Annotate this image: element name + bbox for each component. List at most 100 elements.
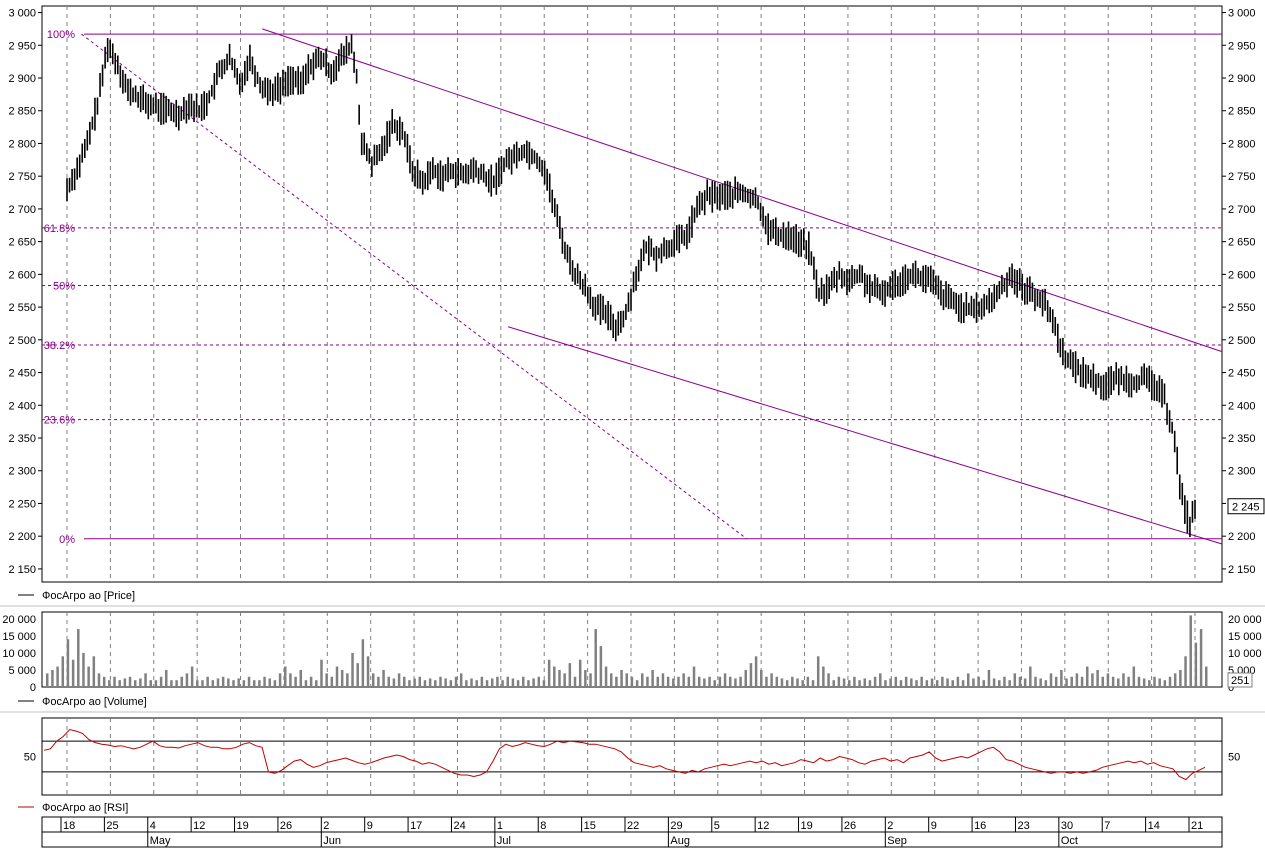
volume-bar [703, 678, 706, 687]
price-tick-label-left: 2 550 [8, 302, 36, 314]
volume-bar [1184, 656, 1187, 687]
date-axis-day-label: 5 [714, 820, 720, 832]
volume-bar [1117, 678, 1120, 687]
volume-bar [56, 666, 59, 687]
volume-bar [470, 678, 473, 687]
volume-bar [873, 676, 877, 687]
volume-bar [899, 680, 903, 687]
price-tick-label-right: 2 350 [1228, 433, 1256, 445]
volume-bar [527, 680, 530, 687]
volume-bar [718, 676, 722, 687]
volume-bar [97, 673, 101, 687]
volume-bar [713, 680, 716, 687]
last-volume-label: 251 [1231, 675, 1249, 687]
date-axis-day-label: 7 [1104, 820, 1110, 832]
volume-bar [532, 678, 535, 687]
price-tick-label-left: 2 750 [8, 171, 36, 183]
volume-bar [1127, 676, 1130, 687]
date-axis-day-label: 2 [323, 820, 329, 832]
volume-bar [754, 656, 758, 687]
volume-bar [149, 680, 152, 687]
volume-bar [982, 680, 986, 687]
volume-bar [201, 680, 204, 687]
volume-bar [609, 673, 613, 687]
volume-bar [910, 678, 913, 687]
volume-bar [832, 680, 835, 687]
volume-bar [1101, 676, 1105, 687]
volume-bar [289, 673, 292, 687]
price-plot-frame [41, 5, 1223, 583]
price-tick-label-left: 2 900 [8, 73, 36, 85]
volume-bar [635, 680, 639, 687]
volume-bar [206, 676, 209, 687]
volume-bar [87, 666, 90, 687]
volume-bar [760, 669, 763, 687]
volume-bar [361, 639, 365, 687]
volume-bar [485, 680, 489, 687]
volume-bar [816, 656, 820, 687]
volume-bar [573, 676, 577, 687]
volume-bar [397, 673, 401, 687]
date-axis-month-label: Jun [323, 835, 341, 847]
price-tick-label-left: 2 800 [8, 138, 36, 150]
date-axis-day-label: 26 [280, 820, 292, 832]
last-price-label: 2 245 [1232, 502, 1260, 514]
volume-bar [123, 678, 127, 687]
price-tick-label-left: 2 450 [8, 368, 36, 380]
volume-bar [185, 673, 189, 687]
volume-bar [1091, 673, 1094, 687]
date-axis-day-label: 21 [1191, 820, 1203, 832]
volume-bar [646, 676, 649, 687]
volume-bar [1085, 666, 1089, 687]
volume-bar [516, 680, 520, 687]
volume-bar [278, 673, 282, 687]
volume-bar [925, 680, 929, 687]
volume-bar [739, 676, 742, 687]
volume-bar [842, 678, 846, 687]
price-tick-label-right: 2 650 [1228, 237, 1256, 249]
volume-bar [66, 639, 70, 687]
rsi-line [43, 728, 1206, 781]
price-tick-label-left: 3 000 [8, 8, 36, 20]
volume-bar [454, 676, 458, 687]
volume-bar [377, 676, 380, 687]
volume-bar [51, 669, 54, 687]
price-tick-label-left: 2 850 [8, 106, 36, 118]
volume-bar [1023, 678, 1027, 687]
price-tick-label-right: 2 500 [1228, 335, 1256, 347]
volume-tick-label-right: 15 000 [1228, 631, 1262, 643]
volume-bar [1080, 676, 1084, 687]
volume-bar [1173, 673, 1177, 687]
volume-bar [677, 676, 680, 687]
date-axis-day-label: 2 [887, 820, 893, 832]
date-axis-day-label: 30 [1061, 820, 1073, 832]
volume-bar [1065, 678, 1068, 687]
price-tick-label-left: 2 600 [8, 269, 36, 281]
volume-bar [1168, 676, 1172, 687]
last-volume-box [1227, 672, 1253, 688]
volume-bar [496, 676, 499, 687]
price-tick-label-right: 2 200 [1228, 531, 1256, 543]
volume-bar [1158, 678, 1161, 687]
price-tick-label-right: 2 300 [1228, 466, 1256, 478]
volume-bar [382, 669, 385, 687]
fibonacci-level-label: 0% [59, 534, 75, 546]
price-tick-label-right: 2 950 [1228, 40, 1256, 52]
rsi-panel: 50 50 ФосАгро ао [RSI] [0, 711, 1265, 814]
date-axis-day-label: 12 [757, 820, 769, 832]
volume-bar [330, 676, 334, 687]
volume-bar [1039, 678, 1042, 687]
volume-bar [641, 673, 644, 687]
price-tick-label-right: 2 750 [1228, 171, 1256, 183]
volume-bar [723, 673, 727, 687]
volume-bar [61, 656, 65, 687]
volume-bar [252, 680, 256, 687]
volume-bar [1070, 676, 1073, 687]
volume-bar [315, 680, 318, 687]
volume-bar [273, 680, 277, 687]
volume-bar [113, 676, 116, 687]
date-axis-day-label: 15 [584, 820, 596, 832]
price-tick-label-left: 2 650 [8, 237, 36, 249]
